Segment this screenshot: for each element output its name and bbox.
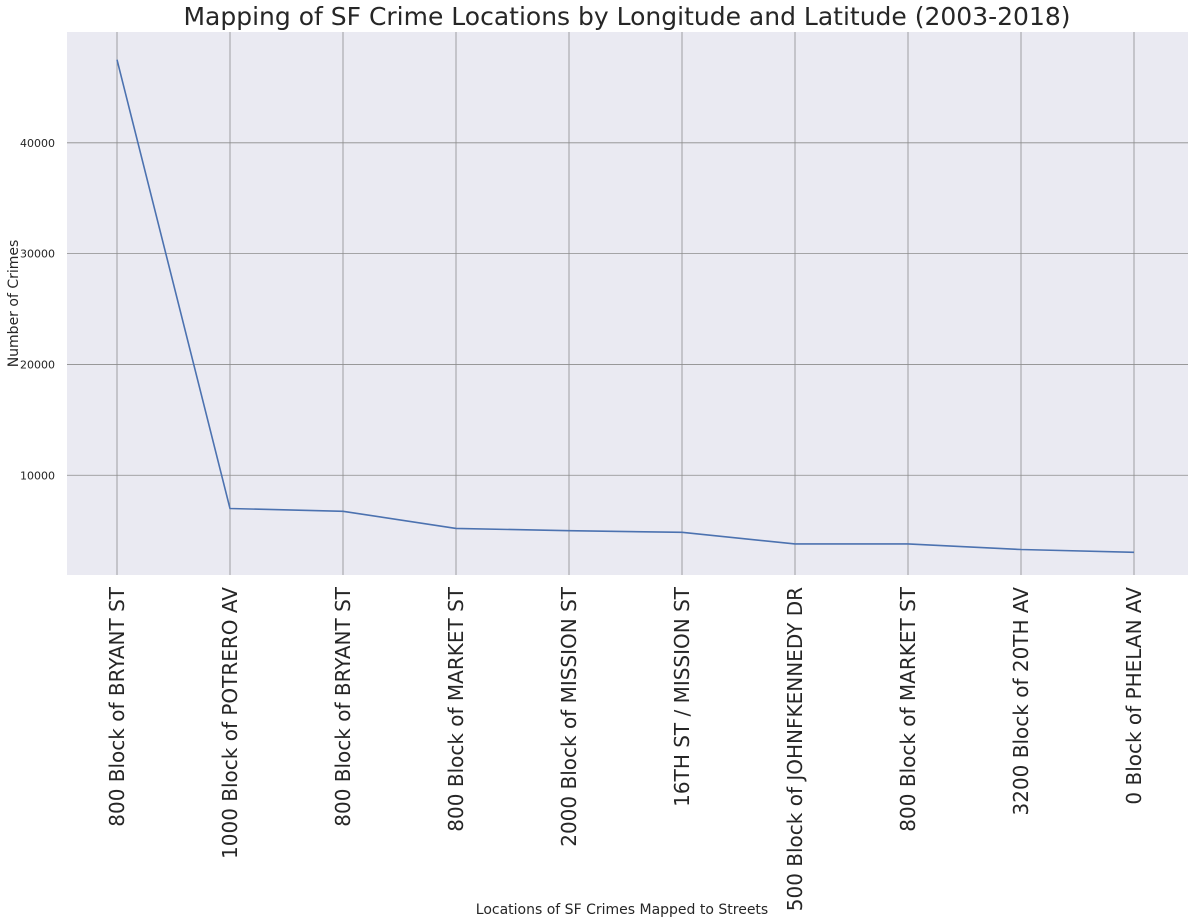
x-tick-label: 3200 Block of 20TH AV (1009, 587, 1033, 816)
y-tick-label: 20000 (20, 358, 55, 371)
y-tick-label: 40000 (20, 137, 55, 150)
x-tick-label: 1000 Block of POTRERO AV (218, 587, 242, 859)
y-tick-label: 30000 (20, 248, 55, 261)
x-tick-label: 16TH ST / MISSION ST (670, 586, 694, 807)
x-axis-label: Locations of SF Crimes Mapped to Streets (476, 902, 768, 918)
x-tick-label: 800 Block of BRYANT ST (105, 586, 129, 827)
series-line (116, 59, 1135, 554)
x-tick-label: 800 Block of MARKET ST (444, 586, 468, 831)
x-tick-label: 800 Block of BRYANT ST (331, 586, 355, 827)
chart-title: Mapping of SF Crime Locations by Longitu… (183, 2, 1070, 31)
x-tick-label: 0 Block of PHELAN AV (1122, 587, 1146, 805)
tick-labels: 10000 20000 30000 40000 800 Block of BRYANT … (20, 137, 1146, 911)
x-tick-label: 800 Block of MARKET ST (896, 586, 920, 831)
y-tick-label: 10000 (20, 469, 55, 482)
y-axis-label: Number of Crimes (6, 240, 22, 368)
plot-area (67, 32, 1188, 575)
x-tick-label: 2000 Block of MISSION ST (557, 586, 581, 847)
x-tick-label: 500 Block of JOHNFKENNEDY DR (783, 587, 807, 911)
series-layer (116, 59, 1135, 554)
grid-lines (67, 32, 1188, 575)
